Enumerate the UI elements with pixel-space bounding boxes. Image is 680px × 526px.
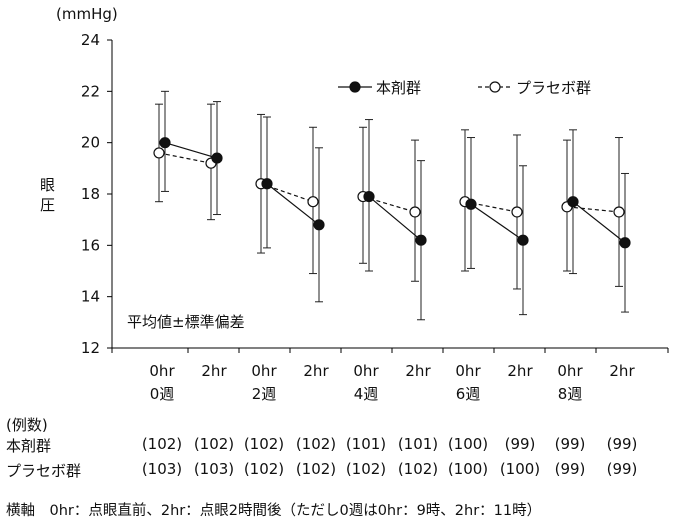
count-cell: (102) <box>243 435 285 453</box>
week-label: 2週 <box>251 385 277 403</box>
count-cell: (102) <box>397 460 439 478</box>
x-tick-label: 0hr <box>251 362 277 380</box>
drug-point <box>211 152 223 164</box>
count-cell: (99) <box>606 460 638 478</box>
placebo-point <box>409 206 421 218</box>
y-tick-label: 14 <box>81 288 100 306</box>
counts-title: (例数) <box>6 416 48 434</box>
drug-point <box>261 178 273 190</box>
drug-point <box>363 190 375 203</box>
count-cell: (100) <box>499 460 541 478</box>
y-tick-label: 24 <box>81 31 100 49</box>
x-tick-label: 2hr <box>405 362 431 380</box>
drug-series-line <box>266 183 320 226</box>
footnote: 横軸 0hr：点眼直前、2hr：点眼2時間後（ただし0週は0hr：9時、2hr：… <box>6 503 542 519</box>
drug-point <box>567 196 579 208</box>
drug-point <box>159 137 171 149</box>
placebo-point <box>613 206 625 218</box>
count-cell: (102) <box>295 460 337 478</box>
drug-point <box>415 234 427 246</box>
y-axis-label: 眼圧 <box>40 176 56 214</box>
drug-series-line <box>470 203 524 241</box>
count-cell: (99) <box>554 460 586 478</box>
count-cell: (102) <box>193 435 235 453</box>
placebo-point <box>153 147 165 159</box>
legend-drug-marker <box>349 81 361 93</box>
series-lines <box>158 142 626 244</box>
drug-point <box>619 237 631 249</box>
legend: 本剤群 プラセボ群 <box>338 79 591 97</box>
count-cell: (101) <box>397 435 439 453</box>
legend-placebo-marker <box>489 81 501 93</box>
count-cell: (102) <box>243 460 285 478</box>
drug-point <box>313 219 325 231</box>
placebo-series-line <box>158 152 212 164</box>
week-label: 8週 <box>557 385 583 403</box>
x-tick-label: 2hr <box>303 362 329 380</box>
y-tick-label: 12 <box>81 339 100 357</box>
count-cell: (101) <box>345 435 387 453</box>
count-cell: (102) <box>345 460 387 478</box>
legend-drug-label: 本剤群 <box>376 79 421 97</box>
counts-row-label-placebo: プラセボ群 <box>6 462 82 480</box>
unit-label: (mmHg) <box>56 5 118 23</box>
count-cell: (103) <box>141 460 183 478</box>
count-cell: (103) <box>193 460 235 478</box>
x-tick-label: 2hr <box>201 362 227 380</box>
series-markers <box>153 137 631 249</box>
week-label: 6週 <box>455 385 481 403</box>
count-cell: (99) <box>504 435 536 453</box>
y-tick-label: 18 <box>81 185 100 203</box>
y-tick-label: 22 <box>81 82 100 100</box>
x-tick-label: 0hr <box>353 362 379 380</box>
x-tick-label: 2hr <box>609 362 635 380</box>
count-cell: (102) <box>295 435 337 453</box>
x-tick-label: 0hr <box>557 362 583 380</box>
count-cell: (100) <box>447 460 489 478</box>
week-label: 4週 <box>353 385 379 403</box>
drug-point <box>517 234 529 246</box>
drug-point <box>465 198 477 210</box>
iop-chart: 12 14 16 18 20 22 24 本剤群 プラセボ群 <box>81 31 669 357</box>
count-cell: (99) <box>606 435 638 453</box>
count-cell: (100) <box>447 435 489 453</box>
placebo-series-line <box>566 206 620 213</box>
x-tick-label: 0hr <box>455 362 481 380</box>
counts-row-label-drug: 本剤群 <box>6 437 52 455</box>
y-tick-label: 20 <box>81 134 100 152</box>
x-tick-label: 0hr <box>149 362 175 380</box>
legend-placebo-label: プラセボ群 <box>516 79 591 97</box>
placebo-point <box>307 196 319 208</box>
axes: 12 14 16 18 20 22 24 <box>81 31 669 357</box>
stat-annotation: 平均値±標準偏差 <box>127 313 245 331</box>
week-label: 0週 <box>149 385 175 403</box>
count-cell: (99) <box>554 435 586 453</box>
drug-series-line <box>164 142 218 159</box>
x-tick-label: 2hr <box>507 362 533 380</box>
placebo-point <box>511 206 523 218</box>
y-tick-label: 16 <box>81 236 100 254</box>
drug-series-line <box>368 196 422 241</box>
count-cell: (102) <box>141 435 183 453</box>
